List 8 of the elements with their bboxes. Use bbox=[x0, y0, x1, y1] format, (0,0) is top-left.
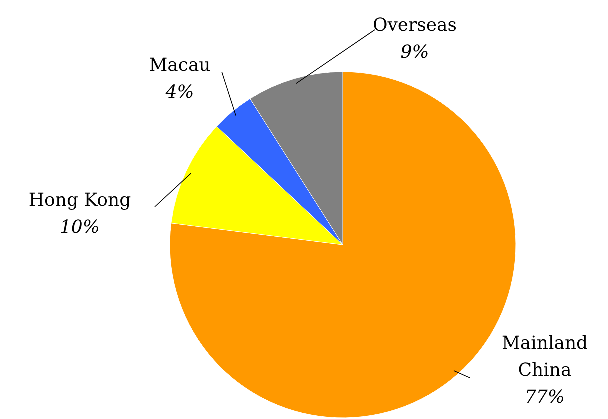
slice-label: Overseas bbox=[372, 15, 458, 36]
data-label: 10% bbox=[60, 217, 100, 238]
slice-label: Mainland China bbox=[502, 333, 588, 382]
data-label: 4% bbox=[164, 82, 194, 104]
slice-label: Hong Kong bbox=[28, 190, 132, 212]
data-label: 77% bbox=[524, 387, 566, 408]
data-label: 9% bbox=[400, 42, 430, 64]
slice-label: Macau bbox=[149, 55, 211, 76]
